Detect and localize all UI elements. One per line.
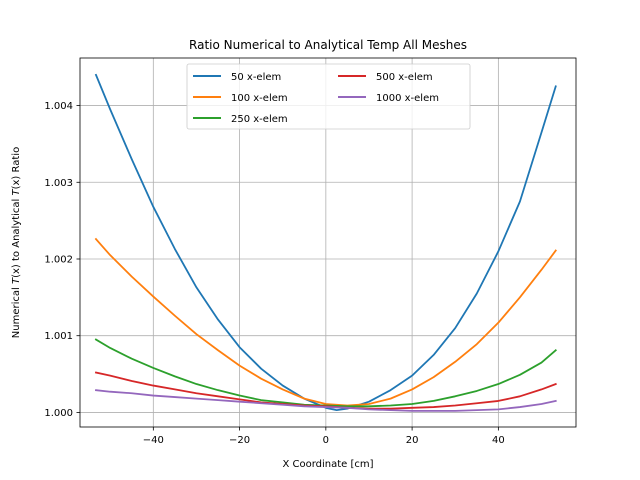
y-axis-label-variable: T: [11, 277, 22, 284]
legend-label-250: 250 x-elem: [231, 114, 288, 125]
legend-label-1000: 1000 x-elem: [376, 93, 439, 104]
legend: 50 x-elem 100 x-elem 250 x-elem 500 x-el…: [186, 63, 471, 130]
legend-entry-500: 500 x-elem: [338, 72, 433, 83]
y-tick-label: 1.000: [44, 408, 73, 419]
y-axis-label-variable: T: [11, 188, 22, 195]
legend-box: [186, 63, 471, 130]
legend-entry-50: 50 x-elem: [193, 72, 281, 83]
y-axis-label-part: (x): [11, 264, 22, 278]
y-tick-label: 1.004: [44, 101, 73, 112]
y-axis-label-part: Ratio: [11, 147, 22, 176]
series-line-1000: [94, 389, 557, 412]
y-tick-label: 1.003: [44, 178, 73, 189]
y-axis-label-part: to Analytical: [11, 195, 22, 264]
legend-label-50: 50 x-elem: [231, 72, 281, 83]
y-axis-label-part: Numerical: [11, 284, 22, 338]
legend-entry-1000: 1000 x-elem: [338, 93, 439, 104]
legend-label-100: 100 x-elem: [231, 93, 288, 104]
x-tick-label: 40: [492, 435, 505, 446]
plot-frame: [79, 57, 577, 428]
x-tick-label: 20: [406, 435, 419, 446]
y-tick-label: 1.001: [44, 331, 73, 342]
legend-label-500: 500 x-elem: [376, 72, 433, 83]
y-tick-label: 1.002: [44, 254, 73, 265]
x-tick-label: 0: [323, 435, 329, 446]
series-line-50: [94, 73, 557, 412]
legend-entry-250: 250 x-elem: [193, 114, 288, 125]
x-tick-label: −40: [143, 435, 164, 446]
x-axis-ticks: −40 −20 0 20 40: [143, 427, 505, 446]
x-tick-label: −20: [229, 435, 250, 446]
series-lines: [94, 73, 557, 412]
chart-title: Ratio Numerical to Analytical Temp All M…: [189, 38, 467, 52]
grid-lines: [80, 58, 576, 427]
y-axis-label: Numerical T(x) to Analytical T(x) Ratio: [11, 147, 22, 338]
y-axis-ticks: 1.000 1.001 1.002 1.003 1.004: [44, 101, 80, 419]
y-axis-label-part: (x): [11, 176, 22, 190]
legend-entry-100: 100 x-elem: [193, 93, 288, 104]
series-line-100: [94, 237, 557, 407]
x-axis-label: X Coordinate [cm]: [282, 459, 373, 470]
